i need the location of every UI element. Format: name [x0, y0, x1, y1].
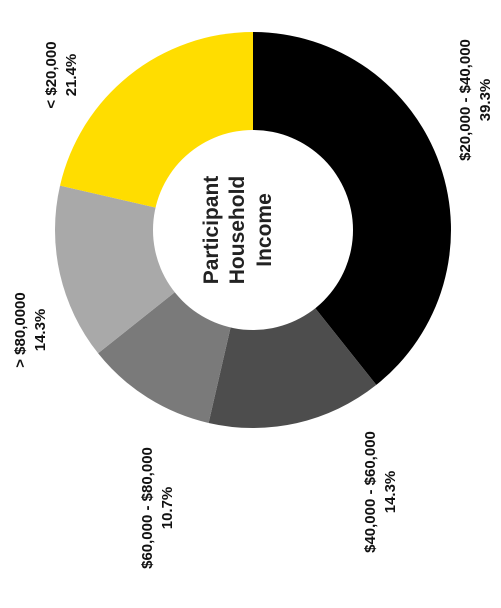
slice-label-60k-80k: $60,000 - $80,000 — [139, 447, 156, 569]
slice-20k-40k — [253, 32, 451, 385]
slice-percent-over-80k: 14.3% — [32, 309, 49, 352]
donut-hole — [153, 130, 353, 330]
slice-percent-under-20k: 21.4% — [63, 54, 80, 97]
slice-label-20k-40k: $20,000 - $40,000 — [457, 39, 474, 161]
center-title-line-1: Participant — [200, 176, 223, 285]
slice-percent-60k-80k: 10.7% — [159, 487, 176, 530]
slice-label-40k-60k: $40,000 - $60,000 — [362, 431, 379, 553]
slice-label-under-20k: < $20,000 — [43, 41, 60, 108]
center-title-line-2: Household — [226, 176, 249, 285]
center-title-line-3: Income — [253, 193, 276, 267]
slice-percent-40k-60k: 14.3% — [382, 471, 399, 514]
slice-label-over-80k: > $80,0000 — [12, 292, 29, 368]
slice-percent-20k-40k: 39.3% — [477, 79, 494, 122]
